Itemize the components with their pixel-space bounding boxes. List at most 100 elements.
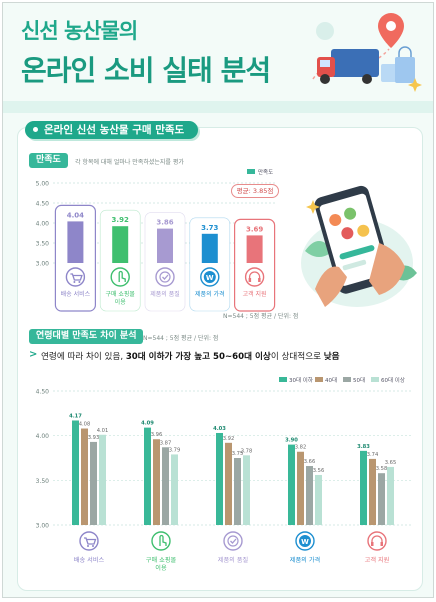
category-label: 구매 쇼핑몰 xyxy=(105,290,135,298)
route-line xyxy=(312,48,390,80)
value-label: 3.96 xyxy=(151,432,163,438)
hand xyxy=(369,243,405,295)
category-label: 이용 xyxy=(155,564,167,572)
value-label: 4.09 xyxy=(141,421,154,427)
won-symbol: W xyxy=(206,274,214,282)
bar xyxy=(162,447,169,525)
value-label: 3.73 xyxy=(201,224,218,232)
satisfaction-question: 각 항목에 대해 얼마나 만족하셨는지를 평가 xyxy=(75,159,184,166)
y-tick-label: 4.00 xyxy=(36,433,50,440)
category-label: 이용 xyxy=(115,298,127,306)
value-label: 3.56 xyxy=(313,468,325,474)
hand xyxy=(315,266,347,307)
headset-icon xyxy=(244,267,265,287)
bar xyxy=(225,442,232,525)
value-label: 4.03 xyxy=(213,426,226,432)
sparkle-icon xyxy=(306,200,320,214)
bar xyxy=(216,432,223,525)
value-label: 3.83 xyxy=(357,444,370,450)
legend-swatch xyxy=(247,169,255,174)
category-label: 제품의 가격 xyxy=(290,556,320,564)
category-label: 구매 쇼핑몰 xyxy=(146,556,177,564)
bar xyxy=(246,235,263,263)
category-label: 배송 서비스 xyxy=(74,556,105,564)
category-card xyxy=(189,217,231,312)
legend-swatch xyxy=(371,377,379,382)
category-label: 고객 지원 xyxy=(365,556,390,564)
value-label: 3.82 xyxy=(295,445,307,451)
bar xyxy=(306,466,313,525)
value-label: 3.93 xyxy=(88,435,100,441)
bar xyxy=(243,455,250,525)
bar xyxy=(99,434,106,525)
bar xyxy=(378,473,385,525)
hand-tap-icon xyxy=(110,267,130,287)
age-note: N=544 ; 5점 평균 / 단위: 점 xyxy=(143,335,219,342)
age-finding: 연령에 따라 차이 있음, 30대 이하가 가장 높고 50~60대 이상이 상… xyxy=(41,352,340,362)
value-label: 3.66 xyxy=(304,459,316,465)
y-tick-label: 4.00 xyxy=(36,221,50,228)
satisfaction-label: 만족도 xyxy=(29,153,68,168)
age-label: 연령대별 만족도 차이 분석 xyxy=(29,329,144,344)
value-label: 4.08 xyxy=(79,422,91,428)
legend-label: 50대 xyxy=(353,376,365,384)
bar xyxy=(72,420,79,525)
legend-swatch xyxy=(315,377,323,382)
age-satisfaction-chart: 3.00 3.50 4.00 4.50 30대 이하 40대 50대 60대 이상 4.17 4.… xyxy=(36,376,413,572)
bar xyxy=(369,458,376,525)
legend-label: 60대 이상 xyxy=(381,376,405,384)
category-label: 제품의 품질 xyxy=(150,290,180,298)
bar xyxy=(360,450,367,525)
value-label: 3.92 xyxy=(112,216,129,224)
legend-label: 만족도 xyxy=(258,169,273,176)
bar xyxy=(315,474,322,525)
value-label: 3.69 xyxy=(246,225,263,233)
legend-label: 30대 이하 xyxy=(289,376,313,384)
value-label: 4.01 xyxy=(97,428,109,434)
value-label: 4.17 xyxy=(69,413,82,419)
bar xyxy=(288,444,295,525)
phone-shopping-illustration xyxy=(301,185,417,307)
bar xyxy=(297,451,304,525)
title-band xyxy=(3,101,433,113)
legend-label: 40대 xyxy=(325,376,337,384)
value-label: 3.92 xyxy=(223,436,235,442)
value-label: 3.79 xyxy=(169,447,181,453)
legend-swatch xyxy=(343,377,351,382)
section-title: 온라인 신선 농산물 구매 만족도 xyxy=(25,121,199,139)
value-label: 3.78 xyxy=(241,448,253,454)
won-coin-icon: W xyxy=(200,267,220,287)
value-label: 4.04 xyxy=(67,211,84,219)
cart-icon xyxy=(79,531,99,551)
value-label: 3.86 xyxy=(156,219,173,227)
won-symbol: W xyxy=(301,538,309,546)
cart-icon xyxy=(65,267,86,287)
value-label: 3.65 xyxy=(385,460,397,466)
y-tick-label: 4.50 xyxy=(36,201,50,208)
y-tick-label: 3.50 xyxy=(36,241,50,248)
category-label: 제품의 가격 xyxy=(195,290,225,298)
bar xyxy=(144,427,151,525)
average-badge: 평균: 3.85점 xyxy=(231,184,279,198)
check-circle-icon xyxy=(155,267,175,287)
bar xyxy=(90,441,97,525)
value-label: 3.90 xyxy=(285,438,298,444)
y-tick-label: 3.50 xyxy=(36,478,50,485)
y-tick-label: 3.00 xyxy=(36,261,50,268)
category-label: 배송 서비스 xyxy=(61,290,91,298)
y-tick-label: 3.00 xyxy=(36,523,50,530)
bar xyxy=(234,458,241,525)
bar xyxy=(387,466,394,525)
bar xyxy=(157,228,173,263)
truck-cargo xyxy=(331,49,379,77)
sun-dot xyxy=(316,22,334,40)
title-line2: 온라인 소비 실태 분석 xyxy=(21,54,271,87)
value-label: 3.75 xyxy=(232,451,244,457)
shopping-bag-icon xyxy=(395,57,415,83)
satisfaction-footnote: N=544 ; 5점 평균 / 단위: 점 xyxy=(223,313,299,320)
chevron-right-icon: > xyxy=(29,349,38,360)
bar xyxy=(201,233,218,263)
headset-icon xyxy=(367,531,387,551)
bar xyxy=(81,428,88,525)
